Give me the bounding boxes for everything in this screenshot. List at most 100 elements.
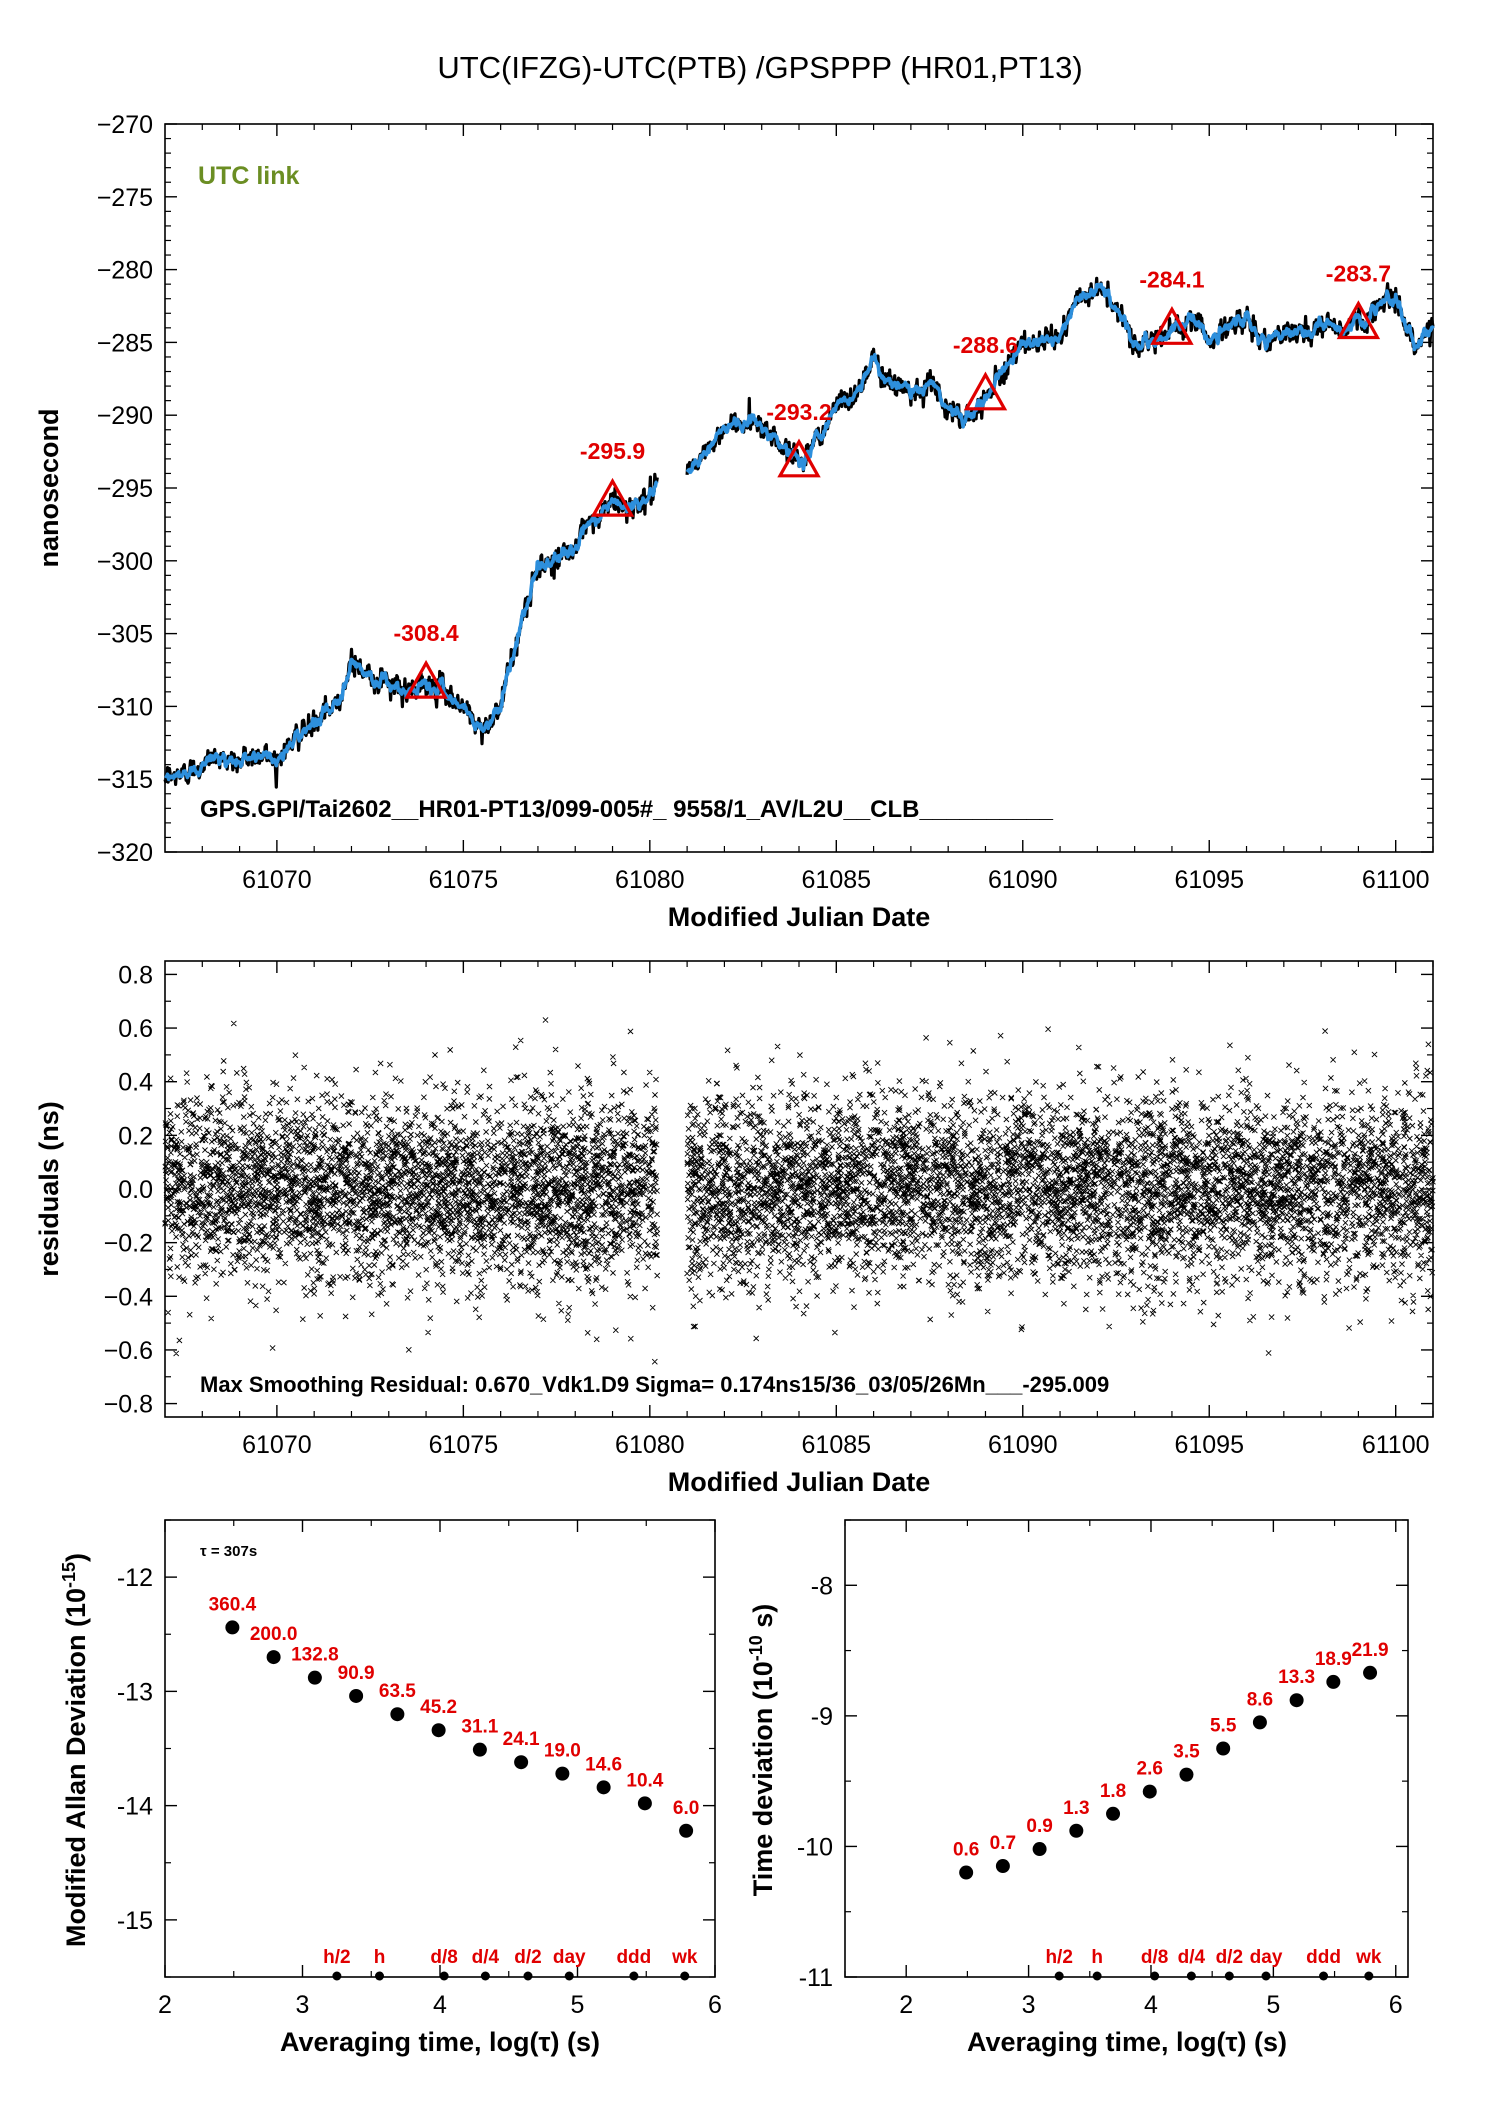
x-axis-label: Averaging time, log(τ) (s) [967,2027,1287,2057]
stability-point-label: 24.1 [503,1729,540,1750]
residuals-plot-xtick-label: 61090 [988,1431,1058,1459]
time-marker-dot [439,1971,449,1981]
stability-point [1032,1842,1047,1857]
time-marker-label: wk [1355,1947,1382,1968]
stability-point-label: 8.6 [1247,1689,1273,1710]
stability-point [596,1780,611,1795]
x-axis-label: Modified Julian Date [668,1467,931,1497]
time-marker-dot [523,1971,533,1981]
daily-point-label: -308.4 [393,620,458,646]
stability-point [431,1723,446,1738]
stability-point [266,1650,281,1665]
mdev-plot-ytick-label: -12 [117,1564,153,1592]
daily-point-label: -295.9 [580,438,645,464]
residuals-plot-ytick-label: 0.6 [118,1015,153,1043]
series-plot-ytick-label: −270 [97,111,153,139]
time-marker-dot [1150,1971,1160,1981]
daily-point-label: -284.1 [1139,266,1204,292]
residuals-plot-xtick-label: 61075 [429,1431,499,1459]
series-plot-ytick-label: −275 [97,184,153,212]
series-plot-xtick-label: 61080 [615,866,685,894]
series-plot-frame [164,123,1434,853]
time-marker-dot [332,1971,342,1981]
stability-point-label: 0.9 [1026,1816,1052,1837]
time-marker-dot [629,1971,639,1981]
daily-point-triangle [1336,300,1381,340]
stability-point [349,1688,364,1703]
time-marker-label: day [1250,1947,1283,1968]
stability-point-label: 18.9 [1315,1649,1352,1670]
stability-point [1326,1674,1341,1689]
time-series-panel: 61070 61075 61080 61085 61090 61095 61100 −270 −… [34,111,1435,932]
time-marker-dot [1092,1971,1102,1981]
tdev-plot-xtick-label: 3 [1022,1991,1036,2019]
tdev-plot-xtick-label: 4 [1144,1991,1158,2019]
stability-point-label: 6.0 [673,1798,699,1819]
series-plot-xtick-label: 61100 [1362,866,1430,894]
modified-allan-deviation-panel: 2 3 4 5 6 -12 -13 -14 -15 360.4 200.0132.890.963.5… [59,1519,722,2057]
residuals-plot-xtick-label: 61080 [615,1431,685,1459]
stability-point [514,1755,529,1770]
tdev-plot-ytick-label: -8 [811,1572,833,1600]
time-marker-label: ddd [1306,1947,1341,1968]
stability-point-label: 200.0 [250,1624,298,1645]
mdev-plot-xtick-label: 5 [571,1991,585,2019]
y-axis-label: residuals (ns) [34,1101,64,1277]
tdev-plot-ytick-label: -9 [811,1703,833,1731]
time-marker-label: d/8 [1141,1947,1168,1968]
series-plot-xtick-label: 61075 [429,866,499,894]
residual-annotation: Max Smoothing Residual: 0.670_Vdk1.D9 Si… [200,1372,1109,1397]
stability-point [1179,1767,1194,1782]
stability-point-label: 0.7 [990,1833,1016,1854]
time-marker-dot [1054,1971,1064,1981]
mdev-plot-ytick-label: -13 [117,1678,153,1706]
mdev-plot-ytick-label: -14 [117,1793,153,1821]
series-plot-ytick-label: −280 [97,257,153,285]
stability-point-label: 19.0 [544,1741,581,1762]
x-axis-label: Averaging time, log(τ) (s) [280,2027,600,2057]
daily-point-triangle [777,438,821,478]
stability-point-label: 0.6 [953,1840,979,1861]
residuals-plot-ytick-label: 0.2 [118,1122,153,1150]
time-marker-dot [564,1971,574,1981]
series-plot-xtick-label: 61095 [1174,866,1244,894]
stability-point [1106,1806,1121,1821]
time-deviation-panel: 2 3 4 5 6 -8 -9 -10 -11 0.6 0.7 0.9 1.3 1.8 2.6 3.5 5.5 8… [746,1519,1409,2057]
y-axis-label: nanosecond [34,408,64,567]
stability-point [390,1707,405,1722]
residuals-plot-ytick-label: −0.8 [104,1391,153,1419]
mdev-plot-ytick-label: -15 [117,1907,153,1935]
stability-point-label: 1.8 [1100,1781,1126,1802]
stability-point [1069,1823,1084,1838]
stability-point-label: 132.8 [291,1645,339,1666]
time-marker-label: d/8 [430,1947,457,1968]
y-axis-label-tail: ) [61,1553,91,1562]
series-plot-ytick-label: −305 [97,621,153,649]
time-marker-dot [1261,1971,1271,1981]
daily-point-label: -288.6 [953,332,1018,358]
time-marker-label: d/2 [1216,1947,1243,1968]
x-axis-label: Modified Julian Date [668,902,931,932]
y-axis-label: Modified Allan Deviation (10-15) [59,1553,91,1947]
stability-point-label: 63.5 [379,1681,416,1702]
daily-point-label: -293.2 [766,399,831,425]
stability-point-label: 21.9 [1352,1640,1389,1661]
mdev-plot-frame [164,1519,716,1978]
residuals-plot-xtick-label: 61095 [1174,1431,1244,1459]
stability-point-label: 3.5 [1173,1742,1200,1763]
y-axis-label-exponent: -10 [746,1635,766,1661]
link-annotation: GPS.GPI/Tai2602__HR01-PT13/099-005#_ 955… [200,796,1054,823]
stability-point [959,1865,974,1880]
residuals-plot-ytick-label: −0.4 [104,1283,153,1311]
residuals-plot-ytick-label: 0.4 [118,1069,153,1097]
time-marker-label: d/2 [514,1947,541,1968]
residuals-plot-ytick-label: −0.2 [104,1230,153,1258]
series-plot-ytick-label: −320 [97,839,153,867]
series-plot-ytick-label: −290 [97,402,153,430]
tdev-plot-xtick-label: 5 [1266,1991,1280,2019]
residual-points [162,1017,1436,1365]
mdev-plot-xtick-label: 3 [296,1991,310,2019]
chart-title: UTC(IFZG)-UTC(PTB) /GPSPPP (HR01,PT13) [437,50,1082,85]
series-plot-ytick-label: −315 [97,766,153,794]
time-marker-dot [680,1971,690,1981]
